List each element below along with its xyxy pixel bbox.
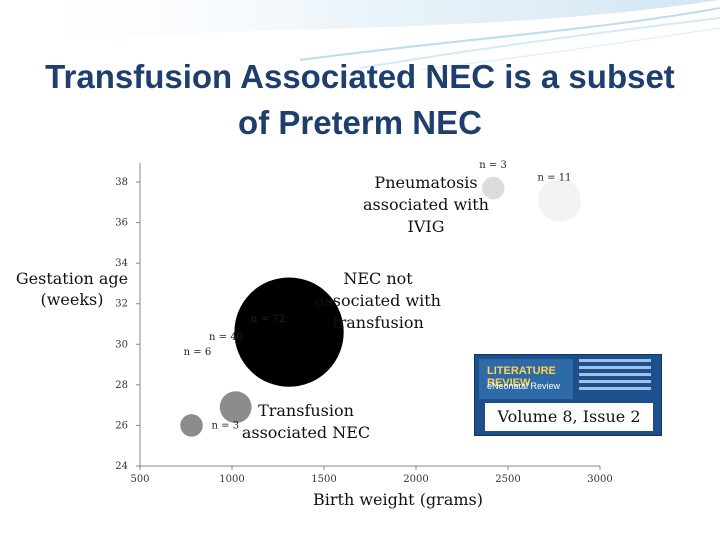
y-tick-label: 26 xyxy=(115,420,128,431)
y-axis-ticks: 24 26 28 30 32 34 36 38 xyxy=(115,177,140,472)
annotation-non-transfusion-line-3: transfusion xyxy=(332,313,424,332)
x-tick-label: 1500 xyxy=(311,474,336,485)
annotation-transfusion-line-2: associated NEC xyxy=(242,423,370,442)
bubble-labels: n = 3 n = 6 n = 72 n = 40 n = 3 n = 11 xyxy=(184,160,572,431)
slide-title: Transfusion Associated NEC is a subset o… xyxy=(0,54,720,146)
bubble-n-3 xyxy=(180,414,203,437)
annotation-non-transfusion-line-1: NEC not xyxy=(343,269,413,288)
slide-title-line-1: Transfusion Associated NEC is a subset xyxy=(45,58,675,95)
y-tick-label: 32 xyxy=(115,299,128,310)
x-tick-label: 2500 xyxy=(495,474,520,485)
badge-description-lines xyxy=(579,359,655,397)
badge-logo-text: LITERATURE REVIEW xyxy=(487,365,556,389)
badge-sub-text: eNeonatal Review xyxy=(487,381,561,391)
y-tick-label: 30 xyxy=(115,339,128,350)
y-tick-label: 28 xyxy=(115,380,128,391)
y-tick-label: 38 xyxy=(115,177,128,188)
y-tick-label: 34 xyxy=(115,258,128,269)
bubble-layer xyxy=(180,176,582,437)
y-axis-label-line-1: Gestation age xyxy=(16,269,128,288)
y-axis-label-line-2: (weeks) xyxy=(40,290,103,309)
x-axis-ticks: 500 1000 1500 2000 2500 3000 xyxy=(130,466,613,485)
x-tick-label: 2000 xyxy=(403,474,428,485)
bubble-label-n-3: n = 3 xyxy=(479,160,507,171)
bubble-label-n-3: n = 3 xyxy=(212,420,240,431)
bubble-n-3 xyxy=(482,176,505,200)
slide-title-line-2: of Preterm NEC xyxy=(238,104,482,141)
x-tick-label: 1000 xyxy=(219,474,244,485)
annotation-ivig-line-2: associated with xyxy=(363,195,489,214)
bubble-n-6 xyxy=(219,391,252,424)
bubble-n-11 xyxy=(537,178,582,222)
bubble-label-n-6: n = 6 xyxy=(184,347,212,358)
x-tick-label: 500 xyxy=(130,474,149,485)
annotation-ivig-line-3: IVIG xyxy=(408,217,445,236)
badge-logo-panel: LITERATURE REVIEW eNeonatal Review xyxy=(479,359,573,399)
bubble-label-n-72: n = 72 xyxy=(251,314,285,325)
bubble-label-n-11: n = 11 xyxy=(538,172,572,183)
y-tick-label: 36 xyxy=(115,218,128,229)
x-tick-label: 3000 xyxy=(587,474,612,485)
x-axis-label: Birth weight (grams) xyxy=(313,490,483,509)
bubble-n-40 xyxy=(247,291,331,374)
annotation-transfusion-line-1: Transfusion xyxy=(258,401,354,420)
volume-issue-label: Volume 8, Issue 2 xyxy=(484,402,654,432)
annotation-ivig-line-1: Pneumatosis xyxy=(374,173,477,192)
header-swoosh-decoration xyxy=(0,0,720,70)
bubble-label-n-40: n = 40 xyxy=(209,332,243,343)
y-tick-label: 24 xyxy=(115,461,128,472)
annotation-non-transfusion-line-2: associated with xyxy=(315,291,441,310)
